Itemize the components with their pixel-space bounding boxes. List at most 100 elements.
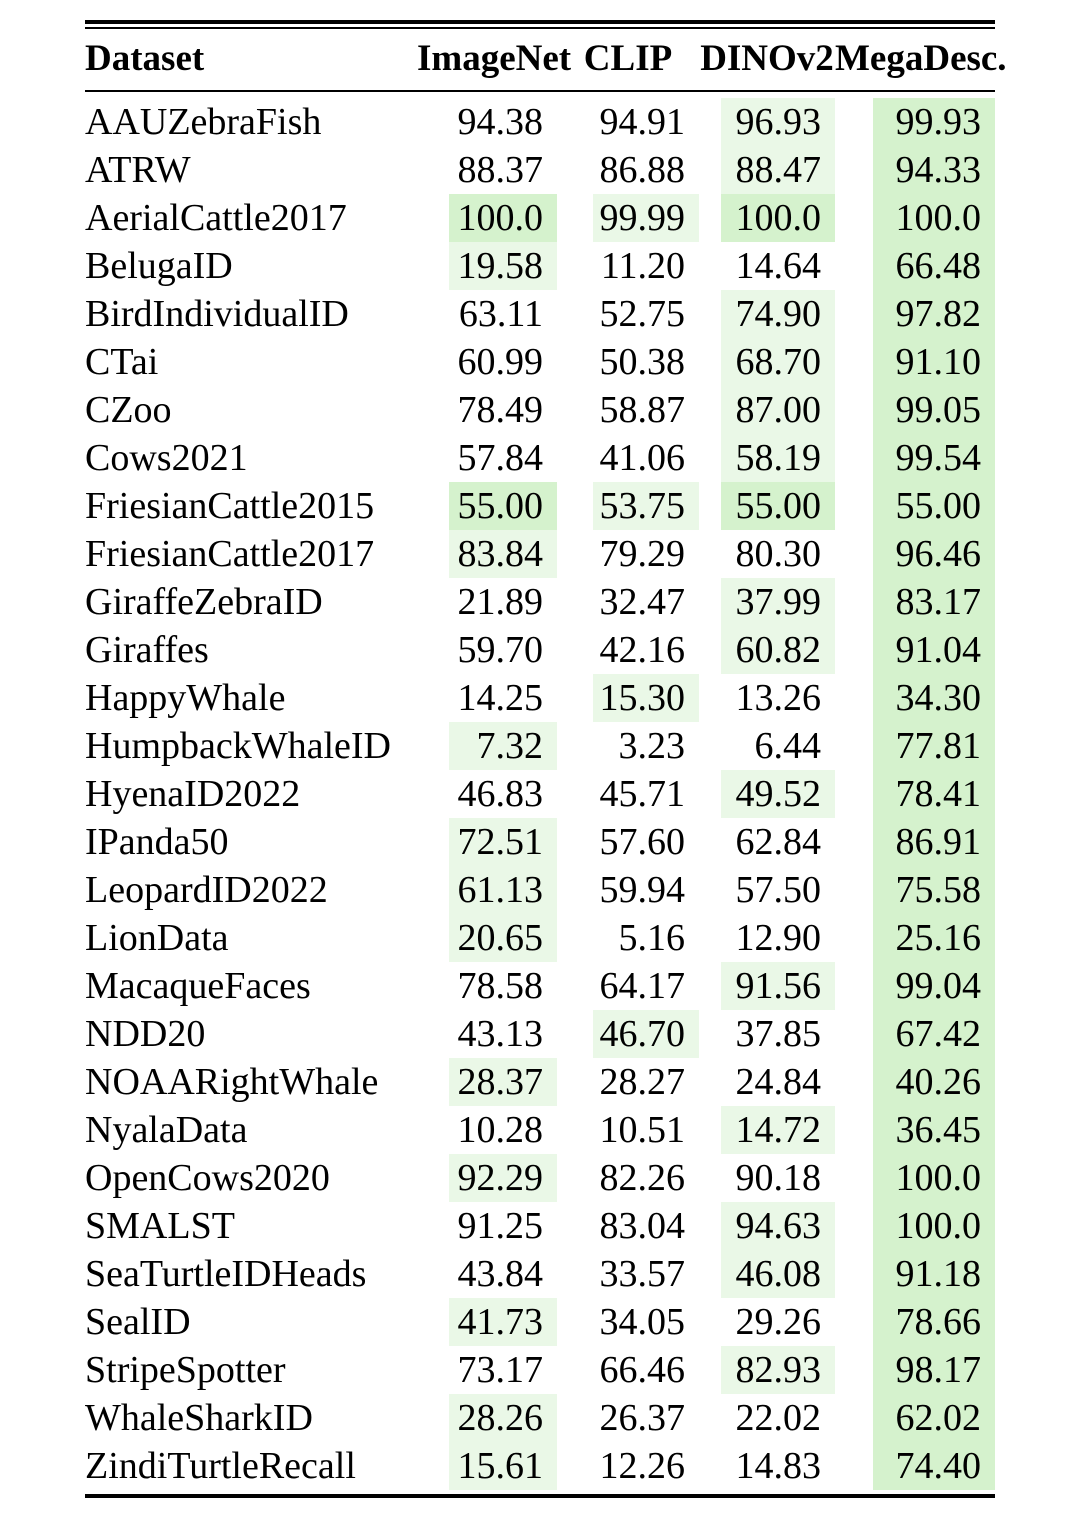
score-cell-best: 55.00	[835, 481, 995, 530]
dataset-name: MacaqueFaces	[85, 964, 311, 1007]
bottom-rule-thick	[85, 1493, 995, 1498]
dataset-name: Giraffes	[85, 628, 209, 671]
score-cell: 58.87	[599, 388, 686, 431]
dataset-name: AerialCattle2017	[85, 196, 347, 239]
score-cell-second: 28.37	[417, 1057, 557, 1106]
score-cell: 79.29	[599, 532, 686, 575]
table-row: WhaleSharkID 28.26 26.37 22.02 62.02	[85, 1393, 995, 1442]
score-cell-best: 36.45	[835, 1105, 995, 1154]
column-header-imagenet: ImageNet	[417, 29, 571, 92]
score-cell: 83.04	[599, 1204, 686, 1247]
score-cell-best: 67.42	[835, 1009, 995, 1058]
dataset-name: IPanda50	[85, 820, 229, 863]
score-cell-best: 74.40	[835, 1441, 995, 1494]
table-row: GiraffeZebraID 21.89 32.47 37.99 83.17	[85, 577, 995, 626]
score-cell-second: 15.61	[417, 1441, 557, 1494]
score-cell-second: 74.90	[699, 289, 835, 338]
table-row: SMALST 91.25 83.04 94.63 100.0	[85, 1201, 995, 1250]
score-cell: 60.99	[457, 340, 544, 383]
top-rule-thin	[85, 27, 995, 29]
score-cell-best: 99.54	[835, 433, 995, 482]
table-row: NOAARightWhale 28.37 28.27 24.84 40.26	[85, 1057, 995, 1106]
score-cell: 12.90	[735, 916, 822, 959]
score-cell-best: 98.17	[835, 1345, 995, 1394]
score-cell-second: 92.29	[417, 1153, 557, 1202]
score-cell-second: 60.82	[699, 625, 835, 674]
score-cell-second: 46.70	[557, 1009, 699, 1058]
score-cell: 42.16	[599, 628, 686, 671]
score-cell-best: 91.04	[835, 625, 995, 674]
score-cell-best: 66.48	[835, 241, 995, 290]
score-cell: 14.25	[457, 676, 544, 719]
score-cell: 26.37	[599, 1396, 686, 1439]
score-cell: 14.64	[735, 244, 822, 287]
score-cell-second: 7.32	[417, 721, 557, 770]
score-cell: 80.30	[735, 532, 822, 575]
table-row: AAUZebraFish 94.38 94.91 96.93 99.93	[85, 92, 995, 146]
dataset-name: SealID	[85, 1300, 191, 1343]
dataset-name: HyenaID2022	[85, 772, 301, 815]
score-cell-best: 99.05	[835, 385, 995, 434]
dataset-name: CTai	[85, 340, 159, 383]
score-cell-best: 75.58	[835, 865, 995, 914]
column-header-dataset: Dataset	[85, 29, 417, 92]
score-cell-second: 96.93	[699, 92, 835, 146]
score-cell: 94.91	[599, 100, 686, 143]
dataset-name: StripeSpotter	[85, 1348, 286, 1391]
table-row: ZindiTurtleRecall 15.61 12.26 14.83 74.40	[85, 1441, 995, 1494]
score-cell-second: 53.75	[557, 481, 699, 530]
score-cell: 11.20	[600, 244, 685, 287]
score-cell: 57.84	[457, 436, 544, 479]
column-header-clip: CLIP	[557, 29, 699, 92]
dataset-name: BelugaID	[85, 244, 233, 287]
score-cell-second: 99.99	[557, 193, 699, 242]
table-row: NDD20 43.13 46.70 37.85 67.42	[85, 1009, 995, 1058]
dataset-name: NOAARightWhale	[85, 1060, 379, 1103]
score-cell-best: 83.17	[835, 577, 995, 626]
score-cell: 14.83	[735, 1444, 822, 1487]
dataset-name: BirdIndividualID	[85, 292, 349, 335]
table-row: Giraffes 59.70 42.16 60.82 91.04	[85, 625, 995, 674]
table-row: OpenCows2020 92.29 82.26 90.18 100.0	[85, 1153, 995, 1202]
dataset-name: AAUZebraFish	[85, 100, 322, 143]
dataset-name: LionData	[85, 916, 229, 959]
table-row: HappyWhale 14.25 15.30 13.26 34.30	[85, 673, 995, 722]
table-row: LeopardID2022 61.13 59.94 57.50 75.58	[85, 865, 995, 914]
table-row: CZoo 78.49 58.87 87.00 99.05	[85, 385, 995, 434]
header-row: Dataset ImageNet CLIP DINOv2 MegaDesc.	[85, 29, 1007, 92]
score-cell-second: 88.47	[699, 145, 835, 194]
score-cell: 59.94	[599, 868, 686, 911]
table-row: BirdIndividualID 63.11 52.75 74.90 97.82	[85, 289, 995, 338]
score-cell-best: 55.00	[417, 481, 557, 530]
table-body: AAUZebraFish 94.38 94.91 96.93 99.93 ATRW 88.3…	[85, 92, 995, 1494]
score-cell-best: 99.93	[835, 92, 995, 146]
score-cell: 46.83	[457, 772, 544, 815]
table-row: HyenaID2022 46.83 45.71 49.52 78.41	[85, 769, 995, 818]
table-row: FriesianCattle2015 55.00 53.75 55.00 55.00	[85, 481, 995, 530]
dataset-name: ATRW	[85, 148, 191, 191]
column-header-dinov2: DINOv2	[699, 29, 835, 92]
score-cell: 64.17	[599, 964, 686, 1007]
table-row: FriesianCattle2017 83.84 79.29 80.30 96.46	[85, 529, 995, 578]
score-cell-second: 91.56	[699, 961, 835, 1010]
score-cell: 57.60	[599, 820, 686, 863]
score-cell: 43.13	[457, 1012, 544, 1055]
score-cell-second: 15.30	[557, 673, 699, 722]
dataset-name: Cows2021	[85, 436, 248, 479]
score-cell: 82.26	[599, 1156, 686, 1199]
score-cell: 34.05	[599, 1300, 686, 1343]
score-cell: 41.06	[599, 436, 686, 479]
score-cell-second: 49.52	[699, 769, 835, 818]
score-cell-second: 58.19	[699, 433, 835, 482]
score-cell-second: 28.26	[417, 1393, 557, 1442]
score-cell-best: 97.82	[835, 289, 995, 338]
table-row: HumpbackWhaleID 7.32 3.23 6.44 77.81	[85, 721, 995, 770]
table-row: Cows2021 57.84 41.06 58.19 99.54	[85, 433, 995, 482]
paper-table-page: Dataset ImageNet CLIP DINOv2 MegaDesc. A…	[85, 20, 1007, 1498]
score-cell: 24.84	[735, 1060, 822, 1103]
score-cell-best: 78.66	[835, 1297, 995, 1346]
dataset-name: SMALST	[85, 1204, 235, 1247]
score-cell: 94.38	[457, 100, 544, 143]
score-cell-best: 62.02	[835, 1393, 995, 1442]
dataset-name: CZoo	[85, 388, 172, 431]
